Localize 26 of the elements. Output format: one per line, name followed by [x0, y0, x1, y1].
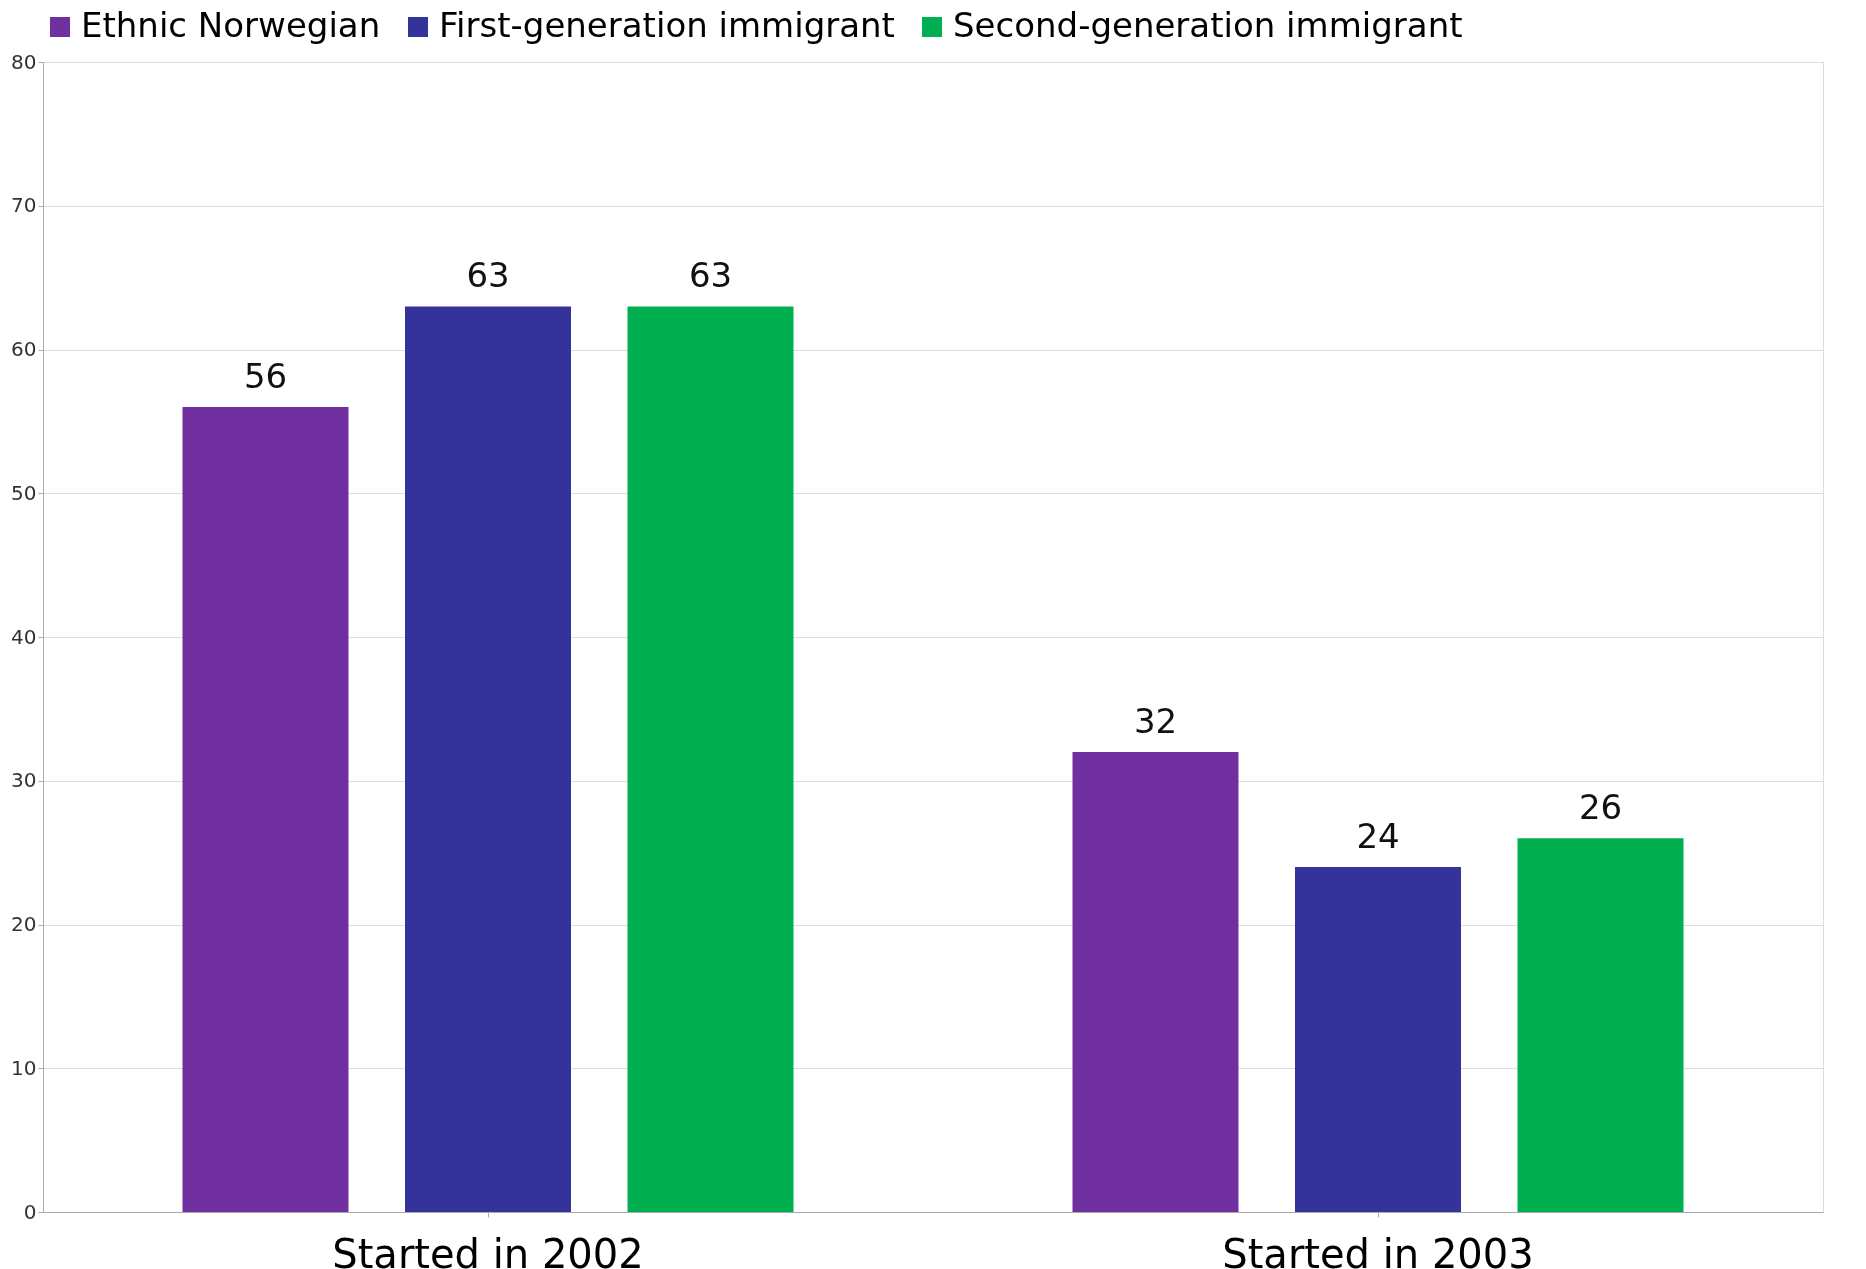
data-label: 63	[466, 255, 510, 296]
y-tick-label: 50	[11, 480, 37, 505]
x-tick-label: Started in 2002	[332, 1230, 644, 1269]
bar	[1517, 838, 1684, 1212]
bar	[182, 407, 349, 1212]
y-tick-label: 10	[11, 1055, 37, 1080]
y-tick-label: 80	[11, 49, 37, 74]
y-tick-label: 30	[11, 768, 37, 793]
y-tick-label: 40	[11, 624, 37, 649]
legend-label: First-generation immigrant	[439, 5, 895, 45]
bar	[1072, 752, 1239, 1212]
y-tick-label: 20	[11, 912, 37, 936]
bar	[405, 306, 571, 1212]
data-label: 26	[1578, 787, 1623, 828]
x-tick-label: Started in 2003	[1222, 1230, 1534, 1269]
data-label: 32	[1133, 701, 1178, 741]
legend-label: Ethnic Norwegian	[81, 5, 381, 45]
y-tick-label: 70	[11, 193, 37, 218]
bar	[1295, 867, 1461, 1212]
y-tick-label: 60	[11, 337, 37, 361]
data-label: 63	[688, 255, 733, 296]
legend-label: Second-generation immigrant	[953, 5, 1463, 45]
data-label: 24	[1356, 816, 1400, 856]
y-tick-label: 0	[23, 1199, 37, 1224]
bar	[627, 306, 794, 1212]
data-label: 56	[243, 356, 288, 396]
